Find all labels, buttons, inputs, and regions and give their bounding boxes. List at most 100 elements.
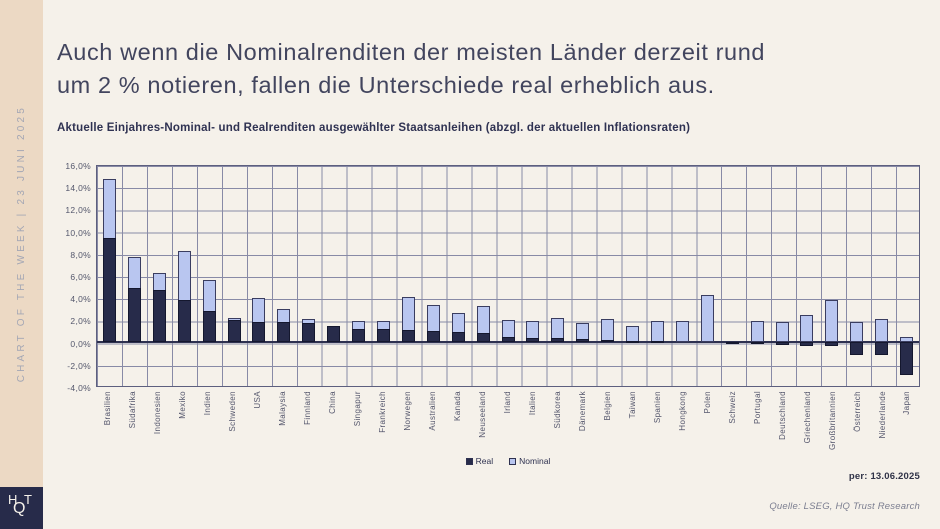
nominal-bar-Japan [900,336,914,342]
real-bar-Italien [526,337,540,342]
country-label: Japan [902,391,912,415]
country-label: Finnland [303,391,313,425]
country-label: Australien [428,391,438,431]
hq-trust-logo: H T Q [0,487,43,529]
nominal-bar-Belgien [601,318,615,342]
legend-swatch-nominal [509,457,517,465]
real-bar-Japan [900,342,914,375]
y-tick-label: 10,0% [65,227,91,238]
real-bar-Niederlande [875,342,889,356]
country-label: Frankreich [378,391,388,433]
country-label: Großbritannien [827,391,837,450]
country-label: Österreich [852,391,862,432]
real-bar-Frankreich [376,328,390,342]
y-tick-label: 4,0% [70,294,91,305]
country-label: Schweden [228,391,238,432]
country-label: Malaysia [278,391,288,426]
nominal-bar-Niederlande [875,318,889,342]
nominal-bar-Hongkong [675,321,689,342]
real-bar-Indonesien [152,290,166,342]
legend-label: Real [475,456,494,466]
nominal-bar-Griechenland [800,314,814,342]
title-line-2: um 2 % notieren, fallen die Unterschiede… [57,72,715,98]
nominal-bar-Österreich [850,322,864,342]
country-label: Mexiko [178,391,188,419]
country-label: Dänemark [577,391,587,432]
real-bar-Großbritannien [825,342,839,347]
real-bar-Österreich [850,342,864,356]
real-bar-USA [252,322,266,342]
legend-item-nominal: Nominal [509,456,550,466]
country-label: Schweiz [727,391,737,424]
country-label: Taiwan [627,391,637,419]
real-bar-Malaysia [277,322,291,342]
real-bar-Singapur [352,328,366,342]
real-bar-Finnland [302,323,316,342]
logo-letter-t: T [24,492,32,507]
y-tick-label: 14,0% [65,183,91,194]
y-tick-label: 8,0% [70,249,91,260]
country-label: Hongkong [677,391,687,431]
nominal-bar-Deutschland [775,322,789,342]
chart-legend: Real Nominal [96,456,920,466]
country-label: Singapur [353,391,363,427]
country-label: Südafrika [128,391,138,429]
real-bar-Spanien [650,340,664,343]
real-bar-Neuseeland [476,333,490,342]
real-bar-Australien [426,331,440,342]
zero-axis-line [97,341,919,343]
country-label: Neuseeland [478,391,488,438]
real-bar-Deutschland [775,342,789,346]
country-label: Brasilien [103,391,113,426]
country-label: Indonesien [153,391,163,435]
chart-subtitle: Aktuelle Einjahres-Nominal- und Realrend… [57,122,691,134]
source-note: Quelle: LSEG, HQ Trust Research [769,501,920,512]
country-label: Indien [203,391,213,416]
y-tick-label: 12,0% [65,205,91,216]
legend-item-real: Real [465,456,494,466]
nominal-bar-Taiwan [626,325,640,342]
real-bar-China [327,325,341,342]
real-bar-Indien [202,311,216,342]
country-label: Spanien [652,391,662,424]
country-label: Polen [702,391,712,414]
country-label: Portugal [752,391,762,424]
real-bar-Mexiko [177,300,191,342]
real-bar-Dänemark [576,338,590,342]
legend-label: Nominal [519,456,551,466]
country-label: Niederlande [877,391,887,439]
legend-swatch-real [465,457,473,465]
real-bar-Taiwan [626,340,640,343]
title-line-1: Auch wenn die Nominalrenditen der meiste… [57,39,766,65]
y-tick-label: 0,0% [70,338,91,349]
real-bar-Brasilien [102,237,116,342]
logo-letter-h: H [8,492,18,507]
country-label: Italien [527,391,537,416]
real-bar-Kanada [451,332,465,342]
real-bar-Portugal [750,342,764,345]
y-tick-label: 2,0% [70,316,91,327]
nominal-bar-Großbritannien [825,300,839,342]
country-label: Kanada [453,391,463,421]
y-axis: 16,0% 14,0% 12,0% 10,0% 8,0% 6,0% 4,0% 2,0% 0,0%… [0,161,91,393]
real-bar-Schweiz [725,342,739,345]
nominal-bar-Polen [700,294,714,342]
real-bar-Norwegen [401,329,415,342]
country-label: Belgien [602,391,612,421]
nominal-bar-Portugal [750,321,764,342]
real-bar-Belgien [601,339,615,342]
plot-area [96,165,920,387]
country-label: Südkorea [552,391,562,429]
real-bar-Südkorea [551,337,565,342]
real-bar-Schweden [227,320,241,342]
sidebar: CHART OF THE WEEK | 23 JUNI 2025 [0,0,43,487]
country-label: China [328,391,338,414]
y-tick-label: -4,0% [67,383,91,393]
country-label: Griechenland [802,391,812,444]
real-bar-Südafrika [127,288,141,342]
as-of-date: per: 13.06.2025 [848,471,920,482]
page-title: Auch wenn die Nominalrenditen der meiste… [57,36,917,102]
y-tick-label: 6,0% [70,272,91,282]
country-label: Irland [502,391,512,414]
